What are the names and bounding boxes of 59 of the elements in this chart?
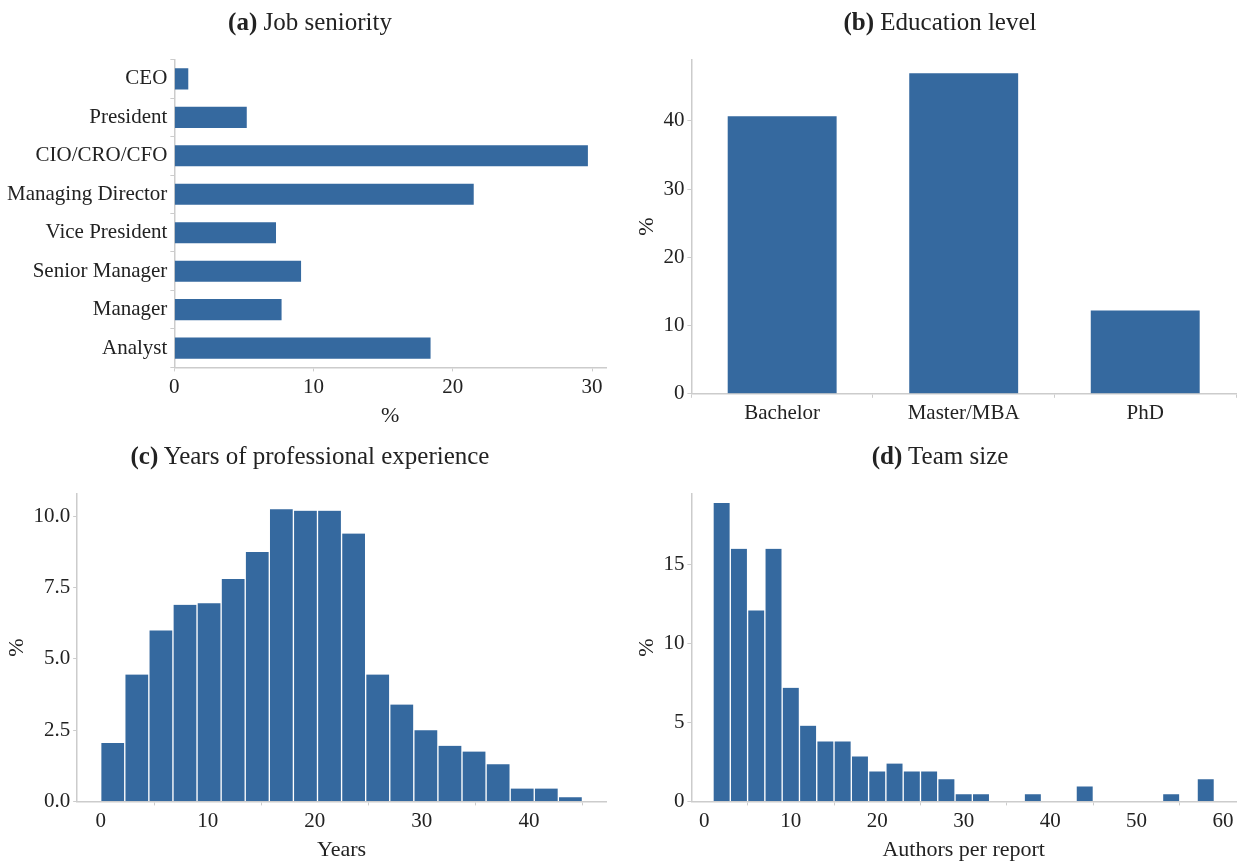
- x-tick-label: 20: [866, 807, 888, 832]
- bar: [174, 337, 431, 359]
- x-tick-label: 10: [303, 373, 325, 398]
- x-axis-title: Authors per report: [882, 835, 1045, 861]
- y-tick-label: 10: [663, 630, 685, 655]
- chart-title: (a) Job seniority: [227, 7, 393, 38]
- bar: [174, 299, 282, 321]
- bar: [174, 145, 588, 167]
- x-tick-label: 30: [581, 373, 603, 398]
- x-tick-label: 30: [411, 807, 433, 832]
- y-axis-title: %: [632, 217, 658, 236]
- y-tick-label: 7.5: [43, 574, 71, 599]
- bar: [174, 183, 474, 205]
- y-tick-label: Analyst: [102, 334, 168, 359]
- x-tick-label: 60: [1212, 807, 1234, 832]
- x-tick-label: Bachelor: [744, 399, 821, 424]
- y-tick-label: 0: [673, 787, 685, 812]
- bar: [174, 222, 277, 244]
- x-tick-label: 50: [1126, 807, 1148, 832]
- y-tick-label: Manager: [92, 296, 168, 321]
- x-tick-label: 20: [304, 807, 326, 832]
- y-tick-label: 0.0: [43, 787, 71, 812]
- y-tick-label: 30: [663, 175, 685, 200]
- y-tick-label: Senior Manager: [32, 257, 168, 282]
- y-tick-label: 40: [663, 107, 685, 132]
- bar: [727, 116, 837, 394]
- x-tick-label: 10: [197, 807, 219, 832]
- x-axis-title: %: [381, 401, 400, 427]
- x-tick-label: 40: [1039, 807, 1061, 832]
- y-tick-label: 5: [673, 708, 685, 733]
- y-tick-label: 10.0: [33, 502, 71, 527]
- x-tick-label: 40: [518, 807, 540, 832]
- y-tick-label: President: [89, 103, 168, 128]
- chart-title: (c) Years of professional experience: [129, 441, 491, 472]
- y-tick-label: 10: [663, 312, 685, 337]
- y-tick-label: 15: [663, 551, 685, 576]
- x-tick-label: 30: [953, 807, 975, 832]
- x-tick-label: 10: [780, 807, 802, 832]
- y-tick-label: CIO/CRO/CFO: [35, 142, 168, 167]
- y-axis-title: %: [632, 638, 658, 657]
- x-tick-label: PhD: [1126, 399, 1164, 424]
- bar: [174, 260, 302, 282]
- x-tick-label: Master/MBA: [907, 399, 1021, 424]
- y-tick-label: Vice President: [45, 219, 168, 244]
- x-tick-label: 0: [699, 807, 710, 832]
- bar: [174, 68, 189, 90]
- bar: [1090, 310, 1200, 394]
- x-axis-title: Years: [317, 835, 367, 861]
- x-tick-label: 20: [442, 373, 464, 398]
- y-tick-label: 2.5: [43, 716, 71, 741]
- bar: [174, 106, 247, 128]
- chart-title: (b) Education level: [842, 7, 1038, 38]
- y-tick-label: 20: [663, 243, 685, 268]
- y-tick-label: Managing Director: [6, 180, 168, 205]
- chart-title: (d) Team size: [870, 441, 1010, 471]
- y-tick-label: 5.0: [43, 645, 71, 670]
- bar: [909, 73, 1019, 394]
- y-tick-label: CEO: [125, 65, 168, 90]
- y-axis-title: %: [2, 638, 28, 657]
